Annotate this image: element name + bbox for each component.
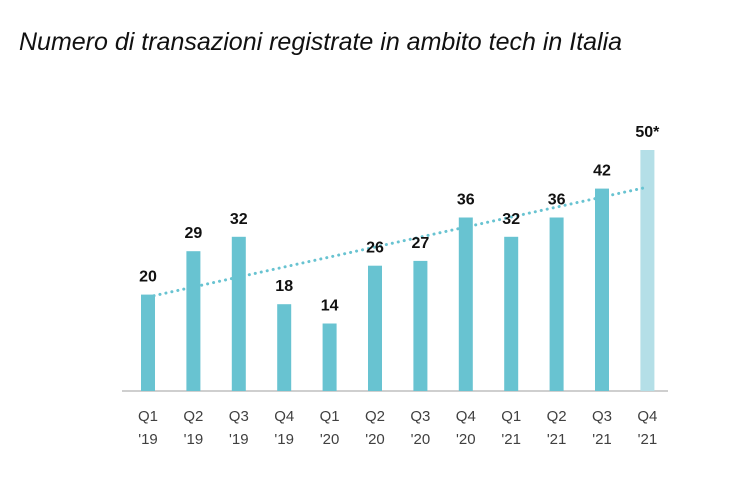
- x-tick-label-5-quarter: Q1: [320, 408, 340, 425]
- x-tick-label-4-quarter: Q4: [274, 408, 294, 425]
- bar-6: [368, 265, 382, 391]
- bar-8: [458, 217, 473, 391]
- x-tick-label-3-year: '19: [229, 431, 249, 448]
- data-label-12: 50*: [635, 124, 660, 141]
- data-label-8: 36: [457, 192, 475, 209]
- bar-9: [504, 236, 519, 391]
- bar-5: [322, 323, 337, 391]
- x-tick-label-7-year: '20: [411, 431, 431, 448]
- bar-12: [640, 150, 655, 391]
- data-label-10: 36: [548, 192, 566, 209]
- bar-4: [277, 304, 292, 391]
- x-tick-label-10-year: '21: [547, 431, 567, 448]
- x-tick-label-9-year: '21: [501, 431, 521, 448]
- x-tick-label-11-quarter: Q3: [592, 408, 612, 425]
- bar-2: [186, 251, 201, 391]
- bar-11: [595, 188, 609, 391]
- trend-line: [146, 185, 649, 299]
- chart-title: Numero di transazioni registrate in ambi…: [19, 28, 623, 56]
- x-tick-label-10-quarter: Q2: [547, 408, 567, 425]
- data-label-6: 26: [366, 240, 384, 257]
- x-tick-label-9-quarter: Q1: [501, 408, 521, 425]
- data-label-3: 32: [230, 211, 248, 228]
- bar-10: [549, 217, 564, 391]
- x-tick-label-11-year: '21: [592, 431, 612, 448]
- bar-1: [141, 294, 155, 391]
- x-tick-label-6-quarter: Q2: [365, 408, 385, 425]
- x-tick-label-2-quarter: Q2: [183, 408, 203, 425]
- x-tick-label-8-quarter: Q4: [456, 408, 476, 425]
- x-tick-label-2-year: '19: [184, 431, 204, 448]
- x-tick-label-4-year: '19: [274, 431, 294, 448]
- data-label-5: 14: [321, 298, 339, 315]
- data-label-7: 27: [412, 235, 430, 252]
- bar-7: [413, 260, 428, 391]
- x-tick-label-12-quarter: Q4: [637, 408, 657, 425]
- data-label-1: 20: [139, 269, 157, 286]
- x-tick-label-8-year: '20: [456, 431, 476, 448]
- x-tick-label-5-year: '20: [320, 431, 340, 448]
- data-label-9: 32: [502, 211, 520, 228]
- data-label-2: 29: [185, 225, 203, 242]
- x-tick-label-7-quarter: Q3: [410, 408, 430, 425]
- x-tick-label-1-quarter: Q1: [138, 408, 158, 425]
- data-label-4: 18: [275, 278, 293, 295]
- x-tick-label-1-year: '19: [138, 431, 158, 448]
- data-label-11: 42: [593, 163, 611, 180]
- x-tick-label-12-year: '21: [638, 431, 658, 448]
- x-tick-label-6-year: '20: [365, 431, 385, 448]
- x-tick-label-3-quarter: Q3: [229, 408, 249, 425]
- bar-3: [231, 236, 246, 391]
